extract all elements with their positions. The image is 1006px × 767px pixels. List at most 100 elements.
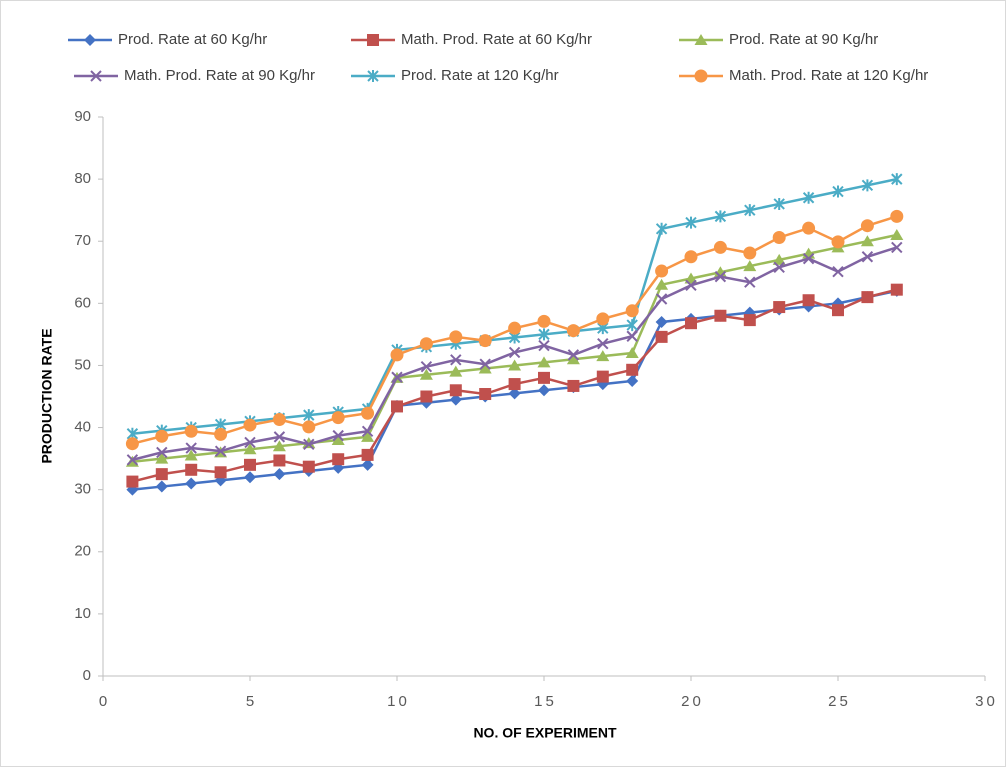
data-point <box>596 350 610 362</box>
data-point <box>243 443 257 455</box>
data-point <box>361 448 374 461</box>
data-point <box>450 354 462 366</box>
data-point <box>538 339 550 352</box>
data-point <box>449 365 463 377</box>
data-point <box>361 458 374 471</box>
data-point <box>655 222 668 235</box>
x-tick-label: 0 <box>99 693 110 710</box>
data-point <box>478 334 492 348</box>
data-point <box>479 358 491 370</box>
data-point <box>802 221 816 235</box>
data-point <box>155 468 168 481</box>
y-tick-label: 70 <box>74 232 91 249</box>
data-point <box>685 216 697 229</box>
data-point <box>890 283 903 296</box>
legend-label: Math. Prod. Rate at 90 Kg/hr <box>124 67 315 84</box>
data-point <box>655 264 669 278</box>
data-point <box>832 304 844 317</box>
data-point <box>420 360 433 373</box>
x-tick-label: 5 <box>246 693 257 710</box>
data-point <box>156 446 168 459</box>
data-point <box>685 317 697 330</box>
data-point <box>185 477 198 490</box>
data-point <box>184 424 198 438</box>
data-point <box>420 390 433 403</box>
y-tick-label: 40 <box>74 419 91 436</box>
data-point <box>743 314 756 327</box>
data-point <box>303 409 315 422</box>
data-point <box>626 363 639 376</box>
data-point <box>538 371 550 384</box>
data-point <box>566 324 580 338</box>
y-tick-label: 90 <box>74 108 91 125</box>
data-point <box>538 328 550 341</box>
legend-marker <box>90 70 102 82</box>
data-point <box>626 319 638 332</box>
data-point <box>714 270 727 283</box>
legend-marker <box>367 34 379 46</box>
data-point <box>302 420 316 434</box>
legend-label: Math. Prod. Rate at 60 Kg/hr <box>401 31 592 48</box>
legend-marker <box>694 69 708 83</box>
data-point <box>655 278 669 290</box>
data-point <box>713 240 727 254</box>
data-point <box>478 362 492 374</box>
data-point <box>214 466 227 479</box>
data-point <box>508 378 521 391</box>
legend-marker <box>84 34 96 46</box>
data-point <box>802 252 815 265</box>
x-tick-label: 25 <box>828 693 851 710</box>
data-point <box>861 251 874 263</box>
data-point <box>244 471 256 484</box>
data-point <box>890 209 904 223</box>
data-point <box>861 291 874 304</box>
data-point <box>773 261 785 274</box>
data-point <box>832 185 844 198</box>
data-point <box>244 458 256 471</box>
data-point <box>332 429 344 442</box>
legend-label: Prod. Rate at 120 Kg/hr <box>401 67 559 84</box>
data-point <box>714 309 727 322</box>
data-point <box>126 454 139 466</box>
data-point <box>802 191 815 204</box>
data-point <box>272 440 286 452</box>
data-point <box>155 452 169 464</box>
legend-marker <box>367 70 379 82</box>
data-point <box>597 337 609 350</box>
data-point <box>243 418 257 432</box>
x-tick-label: 10 <box>387 693 410 710</box>
data-point <box>126 475 139 488</box>
data-point <box>596 312 610 326</box>
y-axis-title: PRODUCTION RATE <box>39 328 55 463</box>
data-point <box>714 210 727 223</box>
data-point <box>272 412 286 426</box>
legend-label: Prod. Rate at 60 Kg/hr <box>118 31 267 48</box>
data-point <box>890 229 904 241</box>
data-point <box>537 314 551 328</box>
data-point <box>625 304 639 318</box>
data-point <box>273 468 286 481</box>
y-tick-label: 50 <box>74 356 91 373</box>
data-point <box>302 460 315 473</box>
x-tick-label: 30 <box>975 693 998 710</box>
data-point <box>303 438 315 451</box>
data-point <box>361 425 374 437</box>
data-point <box>331 411 345 425</box>
data-point <box>302 437 316 449</box>
data-point <box>331 433 345 445</box>
y-tick-label: 60 <box>74 294 91 311</box>
data-point <box>214 427 228 441</box>
data-point <box>537 356 551 368</box>
legend-label: Prod. Rate at 90 Kg/hr <box>729 31 878 48</box>
y-tick-label: 30 <box>74 481 91 498</box>
data-point <box>802 294 815 307</box>
data-point <box>743 246 757 260</box>
data-point <box>625 347 639 359</box>
data-point <box>684 250 698 264</box>
data-point <box>184 449 198 461</box>
data-point <box>361 430 375 442</box>
data-point <box>773 197 785 210</box>
data-point <box>831 235 845 249</box>
